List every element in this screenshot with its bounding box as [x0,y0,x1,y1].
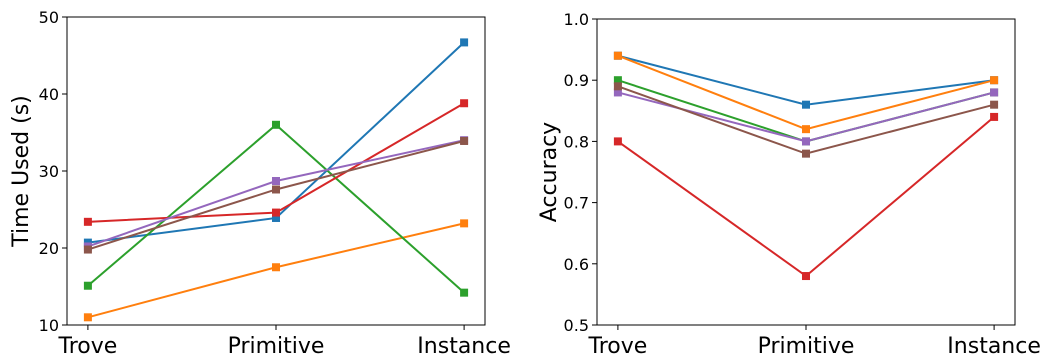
y-axis-label: Time Used (s) [9,95,34,248]
data-point [613,51,622,60]
y-tick-label: 0.6 [564,255,589,274]
data-point [802,100,810,109]
y-tick-label: 10 [39,316,59,335]
y-tick-label: 40 [39,85,59,104]
data-point [272,213,280,222]
data-point [613,82,622,91]
data-point [460,219,469,228]
data-point [460,99,469,108]
y-tick-label: 0.5 [564,316,589,335]
data-point [802,125,810,134]
data-point [83,217,92,226]
data-point [990,112,999,121]
data-point [990,88,999,97]
data-point [272,208,280,217]
data-point [613,137,622,146]
data-point [272,120,280,129]
data-point [272,177,280,186]
y-tick-label: 20 [39,239,59,258]
data-point [990,100,999,109]
data-point [460,38,469,47]
data-point [990,76,999,85]
data-point [613,88,622,97]
data-point [83,313,92,322]
x-tick-label: Primitive [228,334,325,356]
plot-frame [66,16,486,326]
data-point [802,272,810,281]
y-tick-label: 0.7 [564,194,589,213]
x-tick-label: Instance [947,334,1041,356]
series-line [617,54,995,131]
y-tick-label: 50 [39,8,59,27]
time-used-chart: 10 20 30 40 50 Trove Primitive Instance Time Use… [9,8,511,356]
accuracy-chart: 0.5 0.6 0.7 0.8 0.9 1.0 Trove Primitive Instance… [537,10,1041,356]
x-tick-label: Instance [417,334,511,356]
data-point [272,185,280,194]
data-point [802,137,810,146]
y-tick-label: 30 [39,162,59,181]
data-point [802,149,810,158]
y-tick-label: 0.8 [564,132,589,151]
data-point [83,245,92,254]
series-line [617,54,995,106]
series-line [617,91,995,143]
x-tick-label: Trove [588,334,648,356]
data-point [83,281,92,290]
data-point [460,288,469,297]
data-point [272,263,280,272]
y-tick-label: 1.0 [564,10,589,29]
y-tick-label: 0.9 [564,71,589,90]
x-tick-label: Primitive [758,334,855,356]
x-tick-label: Trove [58,334,118,356]
y-axis-label: Accuracy [537,122,562,222]
series-line [87,140,465,251]
data-point [613,76,622,85]
data-point [460,136,469,145]
